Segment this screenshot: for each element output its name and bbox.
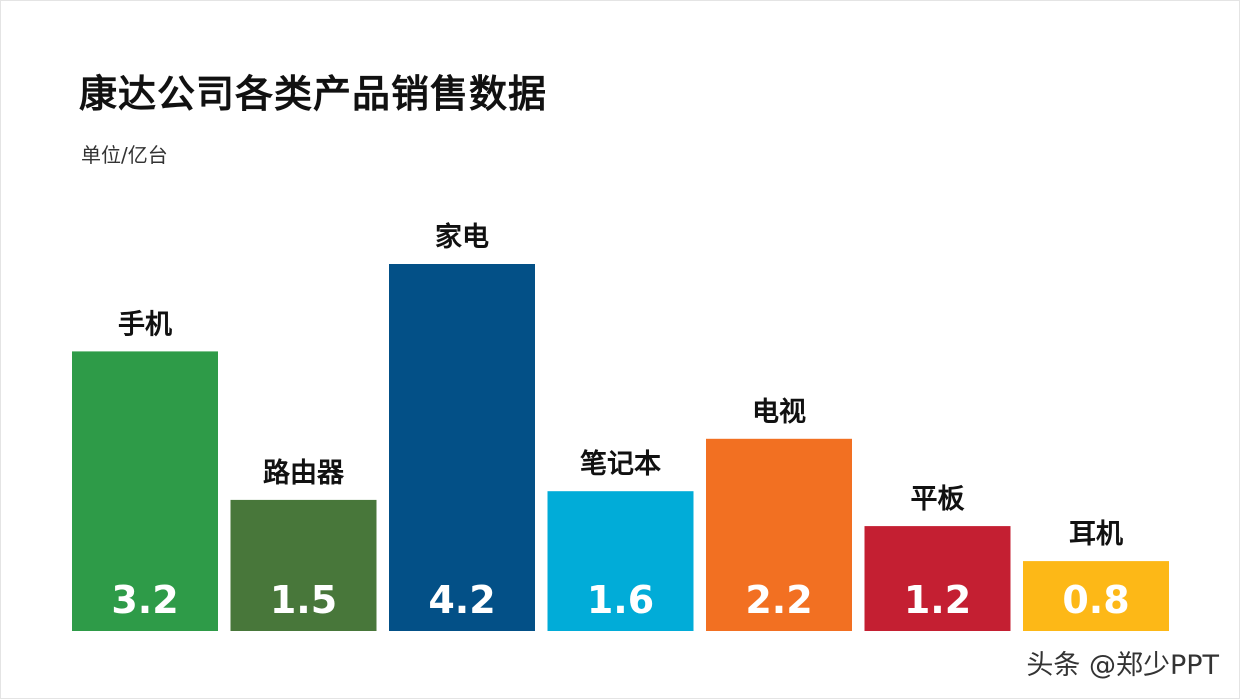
value-label-7: 0.8 [1062, 578, 1129, 622]
value-label-5: 2.2 [745, 578, 812, 622]
category-label-1: 手机 [118, 309, 172, 340]
category-label-7: 耳机 [1069, 519, 1123, 550]
category-label-6: 平板 [911, 484, 965, 515]
category-label-5: 电视 [752, 397, 806, 428]
bar-4 [547, 491, 694, 631]
value-label-4: 1.6 [587, 578, 654, 622]
chart-subtitle: 单位/亿台 [81, 143, 168, 167]
bar-1 [72, 351, 218, 631]
category-label-2: 路由器 [263, 457, 345, 489]
chart-title: 康达公司各类产品销售数据 [79, 72, 548, 116]
bar-7 [1023, 561, 1169, 631]
watermark-text: 头条 @郑少PPT [1026, 650, 1219, 681]
bar-2 [230, 499, 377, 631]
category-label-4: 笔记本 [580, 448, 661, 480]
value-label-6: 1.2 [904, 578, 971, 622]
value-label-2: 1.5 [270, 578, 337, 622]
category-label-3: 家电 [435, 221, 489, 253]
bar-3 [389, 264, 535, 631]
bar-6 [864, 526, 1011, 631]
value-label-1: 3.2 [111, 578, 178, 622]
value-label-3: 4.2 [428, 578, 495, 622]
bar-5 [706, 438, 852, 631]
